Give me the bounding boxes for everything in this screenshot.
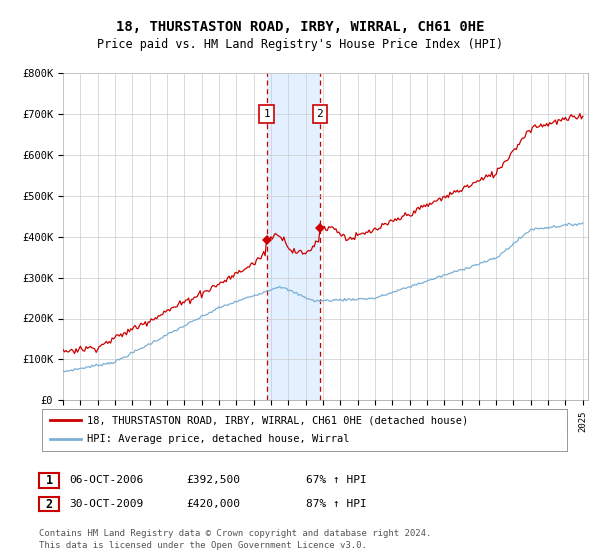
Text: 1: 1	[263, 109, 270, 119]
Text: 18, THURSTASTON ROAD, IRBY, WIRRAL, CH61 0HE (detached house): 18, THURSTASTON ROAD, IRBY, WIRRAL, CH61…	[86, 415, 468, 425]
Text: 06-OCT-2006: 06-OCT-2006	[69, 475, 143, 486]
Text: 87% ↑ HPI: 87% ↑ HPI	[306, 499, 367, 509]
Text: 1: 1	[46, 474, 53, 487]
Bar	[266, 73, 320, 400]
Text: £420,000: £420,000	[186, 499, 240, 509]
Text: HPI: Average price, detached house, Wirral: HPI: Average price, detached house, Wirr…	[86, 435, 349, 445]
Text: Contains HM Land Registry data © Crown copyright and database right 2024.: Contains HM Land Registry data © Crown c…	[39, 530, 431, 539]
Text: This data is licensed under the Open Government Licence v3.0.: This data is licensed under the Open Gov…	[39, 541, 367, 550]
Text: Price paid vs. HM Land Registry's House Price Index (HPI): Price paid vs. HM Land Registry's House …	[97, 38, 503, 51]
Text: 30-OCT-2009: 30-OCT-2009	[69, 499, 143, 509]
Text: 67% ↑ HPI: 67% ↑ HPI	[306, 475, 367, 486]
Text: 18, THURSTASTON ROAD, IRBY, WIRRAL, CH61 0HE: 18, THURSTASTON ROAD, IRBY, WIRRAL, CH61…	[116, 20, 484, 34]
Text: 2: 2	[46, 497, 53, 511]
Text: £392,500: £392,500	[186, 475, 240, 486]
Text: 2: 2	[317, 109, 323, 119]
